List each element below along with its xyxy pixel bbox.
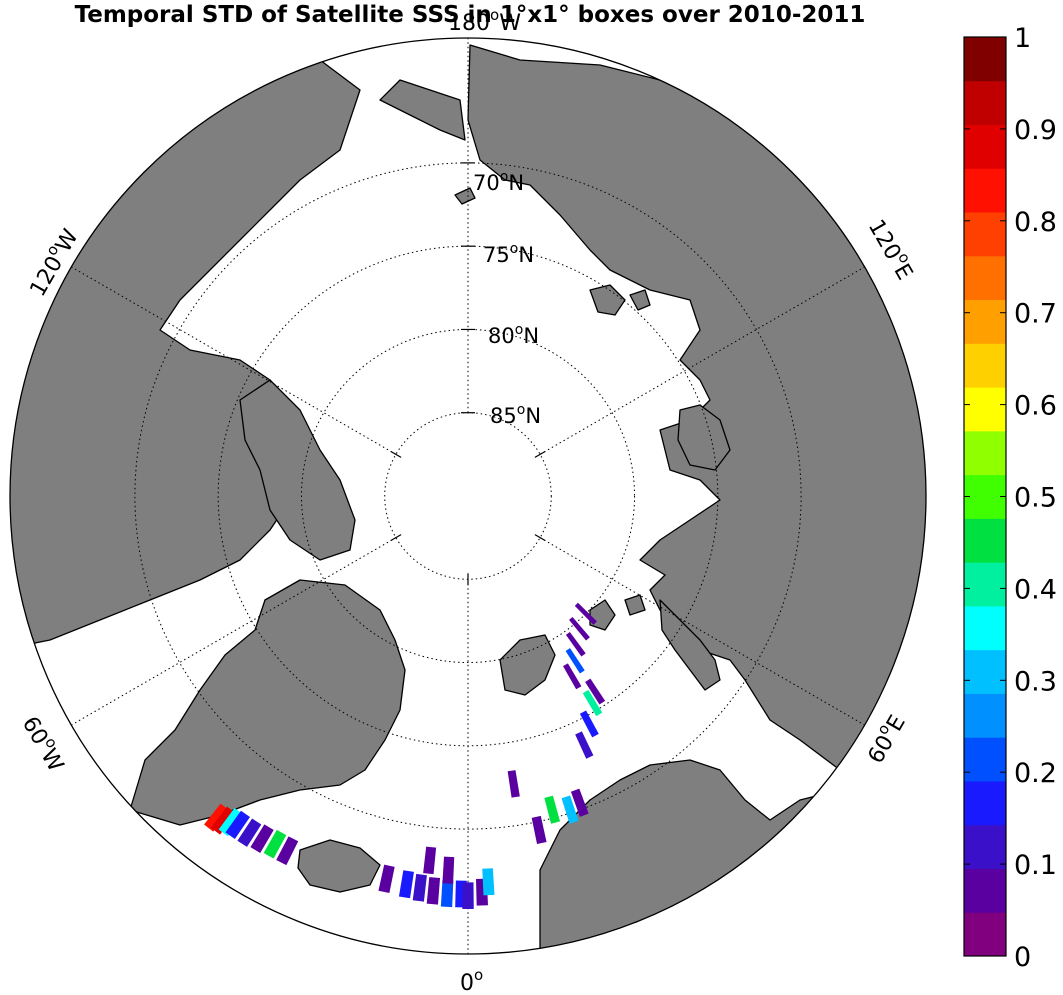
land-eurasia — [467, 44, 926, 781]
sss-cell — [574, 602, 597, 625]
colorbar-swatches — [964, 37, 1006, 957]
sss-cell — [440, 879, 454, 908]
lat-label-75: 75oN — [483, 241, 534, 267]
sss-cell — [585, 678, 606, 705]
sss-cell — [225, 810, 250, 839]
lon-label-180: 180oW — [448, 6, 521, 36]
sss-cell — [563, 663, 582, 690]
sss-cell — [579, 710, 599, 738]
lat-label-70: 70oN — [473, 169, 524, 195]
colorbar-swatch — [964, 474, 1006, 519]
colorbar-swatch — [964, 343, 1006, 388]
sss-cell — [531, 815, 547, 844]
land-severnaya — [677, 404, 731, 471]
sss-cell — [237, 818, 262, 847]
colorbar-swatch — [964, 912, 1006, 957]
lat-label-80: 80oN — [488, 322, 539, 348]
sss-cell — [210, 806, 236, 835]
colorbar-swatch — [964, 737, 1006, 782]
land-iceland — [297, 839, 381, 893]
land-alaska — [379, 79, 466, 141]
sss-cell — [569, 616, 590, 641]
sss-cell — [218, 808, 244, 837]
sss-cell — [423, 846, 437, 875]
colorbar-tick-label: 0 — [1014, 942, 1031, 973]
colorbar-swatch — [964, 780, 1006, 826]
lon-label-0: 0o — [460, 966, 483, 995]
colorbar-tick-label: 0.9 — [1014, 115, 1057, 146]
parallel-70 — [134, 162, 802, 830]
colorbar-swatch — [964, 80, 1006, 126]
sss-cell — [204, 803, 230, 832]
sss-cell — [582, 689, 603, 717]
sss-cell — [412, 873, 427, 902]
map-title: Temporal STD of Satellite SSS in 1°x1° b… — [74, 2, 866, 28]
latitude-tick-marks — [390, 162, 546, 586]
sss-cell — [442, 856, 455, 884]
sss-cell — [507, 770, 520, 798]
colorbar-tick-label: 1 — [1014, 23, 1031, 54]
map-boundary — [9, 37, 927, 955]
colorbar-swatch — [964, 299, 1006, 344]
parallel-80 — [300, 328, 636, 664]
sss-cell — [544, 795, 561, 824]
land-greenland — [129, 579, 406, 826]
lon-tick-85-300 — [390, 534, 402, 542]
colorbar-swatch — [964, 212, 1006, 257]
sss-std-cells — [204, 602, 606, 910]
sss-cell — [276, 836, 299, 866]
land-new-siberian — [589, 284, 651, 316]
sss-cell — [378, 864, 395, 894]
colorbar-swatch — [964, 124, 1006, 169]
colorbar-tick-label: 0.8 — [1014, 207, 1057, 238]
colorbar-tick-label: 0.1 — [1014, 850, 1057, 881]
colorbar-ticks: 0 0.1 0.2 0.3 0.4 0.5 0.6 0.7 0.8 0.9 1 — [964, 23, 1057, 973]
lat-label-85: 85oN — [490, 402, 541, 428]
lon-label-60w: 60oW — [17, 710, 73, 776]
sss-cell — [263, 829, 287, 859]
land-wrangel — [454, 187, 476, 205]
sss-cell — [575, 731, 594, 759]
land-svalbard — [499, 634, 556, 696]
colorbar-swatch — [964, 868, 1006, 913]
sss-cell — [250, 824, 274, 853]
sss-cell — [462, 882, 474, 910]
colorbar-swatch — [964, 649, 1006, 694]
colorbar-swatch — [964, 824, 1006, 869]
colorbar-tick-label: 0.6 — [1014, 391, 1057, 422]
lon-label-120e: 120oE — [863, 213, 922, 284]
latitude-labels: 70oN 75oN 80oN 85oN — [473, 169, 541, 428]
sss-cell — [426, 877, 441, 905]
colorbar-tick-label: 0.5 — [1014, 483, 1057, 514]
land-ellesmere — [239, 379, 356, 561]
colorbar-tick-label: 0.3 — [1014, 666, 1057, 697]
sss-cell — [565, 631, 586, 657]
colorbar-swatch — [964, 168, 1006, 213]
colorbar-tick-label: 0.7 — [1014, 299, 1057, 330]
lon-tick-85-120 — [534, 450, 546, 458]
sss-cell — [398, 870, 414, 899]
sss-cell — [482, 868, 495, 896]
sss-cell — [561, 795, 579, 824]
sss-cell — [570, 788, 589, 817]
colorbar-swatch — [964, 37, 1006, 82]
colorbar-swatch — [964, 605, 1006, 651]
colorbar-frame — [963, 36, 1007, 957]
colorbar-tick-label: 0.4 — [1014, 574, 1057, 605]
lon-tick-85-240 — [390, 450, 402, 458]
colorbar-swatch — [964, 518, 1006, 563]
colorbar-tick-label: 0.2 — [1014, 758, 1057, 789]
land-franz-josef — [589, 594, 646, 631]
colorbar-swatch — [964, 562, 1006, 607]
colorbar-swatch — [964, 430, 1006, 476]
colorbar-swatch — [964, 255, 1006, 301]
colorbar-swatch — [964, 693, 1006, 738]
land-novaya-zemlya — [659, 599, 721, 691]
colorbar-swatch — [964, 387, 1006, 432]
sss-cell — [565, 648, 585, 674]
polar-map: 70oN 75oN 80oN 85oN 180oW 120oW 120oE 60… — [9, 6, 927, 995]
lon-tick-85-60 — [534, 534, 546, 542]
